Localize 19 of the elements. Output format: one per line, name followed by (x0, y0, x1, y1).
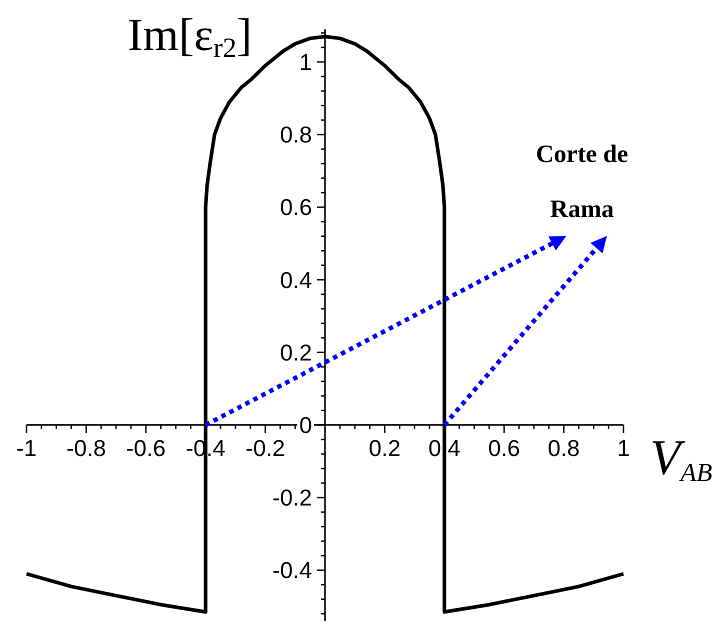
y-axis-title: Im[ε$_{r2}$] (128, 9, 252, 64)
y-tick-label: 0 (299, 412, 312, 438)
annotation: Corte de Rama (536, 141, 628, 223)
y-tick-label: -0.4 (272, 557, 312, 584)
y-tick-label: 0.6 (280, 194, 312, 220)
x-tick-label: -0.6 (126, 434, 166, 461)
x-axis-title: V$_{AB}$ (650, 429, 712, 486)
y-tick-label: 0.4 (280, 266, 312, 293)
x-tick-label: 1 (617, 434, 630, 461)
x-tick-label: -1 (16, 434, 37, 461)
y-tick-label: 0.8 (280, 122, 312, 148)
y-tick-label: 1 (299, 49, 312, 76)
y-tick-label: 0.2 (280, 339, 312, 366)
x-tick-label: 0.2 (368, 434, 401, 461)
y-tick-label: -0.2 (272, 484, 312, 511)
x-tick-label: 0.8 (548, 434, 580, 461)
x-tick-label: -0.8 (66, 434, 106, 461)
x-tick-label: -0.2 (245, 434, 286, 461)
x-tick-label: 0.6 (488, 434, 520, 461)
